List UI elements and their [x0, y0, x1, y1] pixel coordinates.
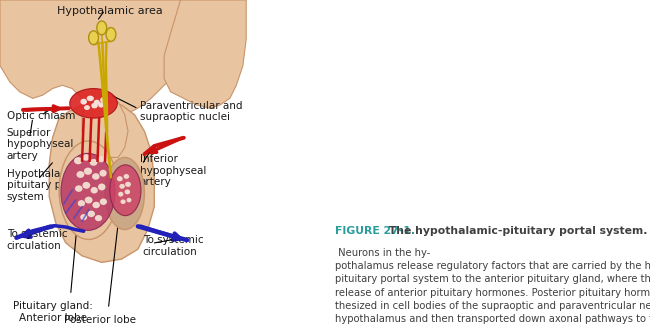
Ellipse shape	[80, 214, 87, 220]
Text: Inferior
hypophyseal
artery: Inferior hypophyseal artery	[140, 154, 206, 187]
Ellipse shape	[106, 28, 116, 41]
Ellipse shape	[81, 99, 87, 105]
Ellipse shape	[100, 198, 107, 205]
Ellipse shape	[88, 31, 99, 45]
Ellipse shape	[92, 202, 100, 208]
Ellipse shape	[86, 95, 94, 101]
Text: Hypothalamic area: Hypothalamic area	[57, 6, 163, 16]
Text: To systemic
circulation: To systemic circulation	[6, 229, 67, 251]
Ellipse shape	[84, 168, 92, 175]
Ellipse shape	[88, 211, 95, 217]
Text: FIGURE 27-1.: FIGURE 27-1.	[335, 226, 415, 236]
Ellipse shape	[83, 154, 90, 161]
Ellipse shape	[94, 100, 100, 105]
Ellipse shape	[118, 192, 124, 197]
Text: Posterior lobe: Posterior lobe	[64, 315, 136, 325]
Ellipse shape	[91, 103, 98, 108]
Ellipse shape	[92, 173, 99, 180]
Ellipse shape	[78, 200, 85, 207]
Polygon shape	[82, 102, 128, 157]
Ellipse shape	[84, 105, 90, 110]
Text: To systemic
circulation: To systemic circulation	[143, 235, 203, 257]
Ellipse shape	[125, 182, 131, 187]
Polygon shape	[49, 102, 154, 262]
Ellipse shape	[98, 156, 105, 162]
Text: The hypothalamic-pituitary portal system.: The hypothalamic-pituitary portal system…	[385, 226, 647, 236]
Ellipse shape	[75, 185, 83, 192]
Ellipse shape	[77, 171, 85, 178]
Ellipse shape	[100, 97, 107, 103]
Text: Neurons in the hy-
pothalamus release regulatory factors that are carried by the: Neurons in the hy- pothalamus release re…	[335, 248, 650, 328]
Ellipse shape	[120, 184, 125, 189]
Ellipse shape	[99, 170, 107, 176]
Ellipse shape	[97, 21, 107, 35]
Ellipse shape	[117, 176, 123, 181]
Polygon shape	[164, 0, 246, 108]
Ellipse shape	[70, 89, 118, 118]
Ellipse shape	[98, 102, 104, 108]
Text: Hypothalamic-
pituitary portal
system: Hypothalamic- pituitary portal system	[6, 169, 85, 202]
Text: Pituitary gland:
Anterior lobe: Pituitary gland: Anterior lobe	[12, 301, 92, 323]
Ellipse shape	[83, 182, 90, 189]
Ellipse shape	[110, 165, 141, 216]
Text: Superior
hypophyseal
artery: Superior hypophyseal artery	[6, 128, 73, 161]
Text: Paraventricular and
supraoptic nuclei: Paraventricular and supraoptic nuclei	[140, 101, 242, 122]
Ellipse shape	[98, 184, 105, 190]
Ellipse shape	[90, 159, 97, 166]
Polygon shape	[0, 0, 230, 118]
Ellipse shape	[61, 154, 115, 230]
Ellipse shape	[59, 141, 118, 239]
Ellipse shape	[95, 215, 102, 221]
Ellipse shape	[120, 199, 125, 204]
Ellipse shape	[90, 187, 98, 194]
Ellipse shape	[125, 189, 130, 194]
Ellipse shape	[127, 198, 131, 202]
Ellipse shape	[74, 157, 83, 164]
Ellipse shape	[105, 157, 144, 230]
Ellipse shape	[124, 174, 129, 179]
Text: Optic chiasm: Optic chiasm	[6, 112, 75, 121]
Ellipse shape	[84, 196, 92, 203]
